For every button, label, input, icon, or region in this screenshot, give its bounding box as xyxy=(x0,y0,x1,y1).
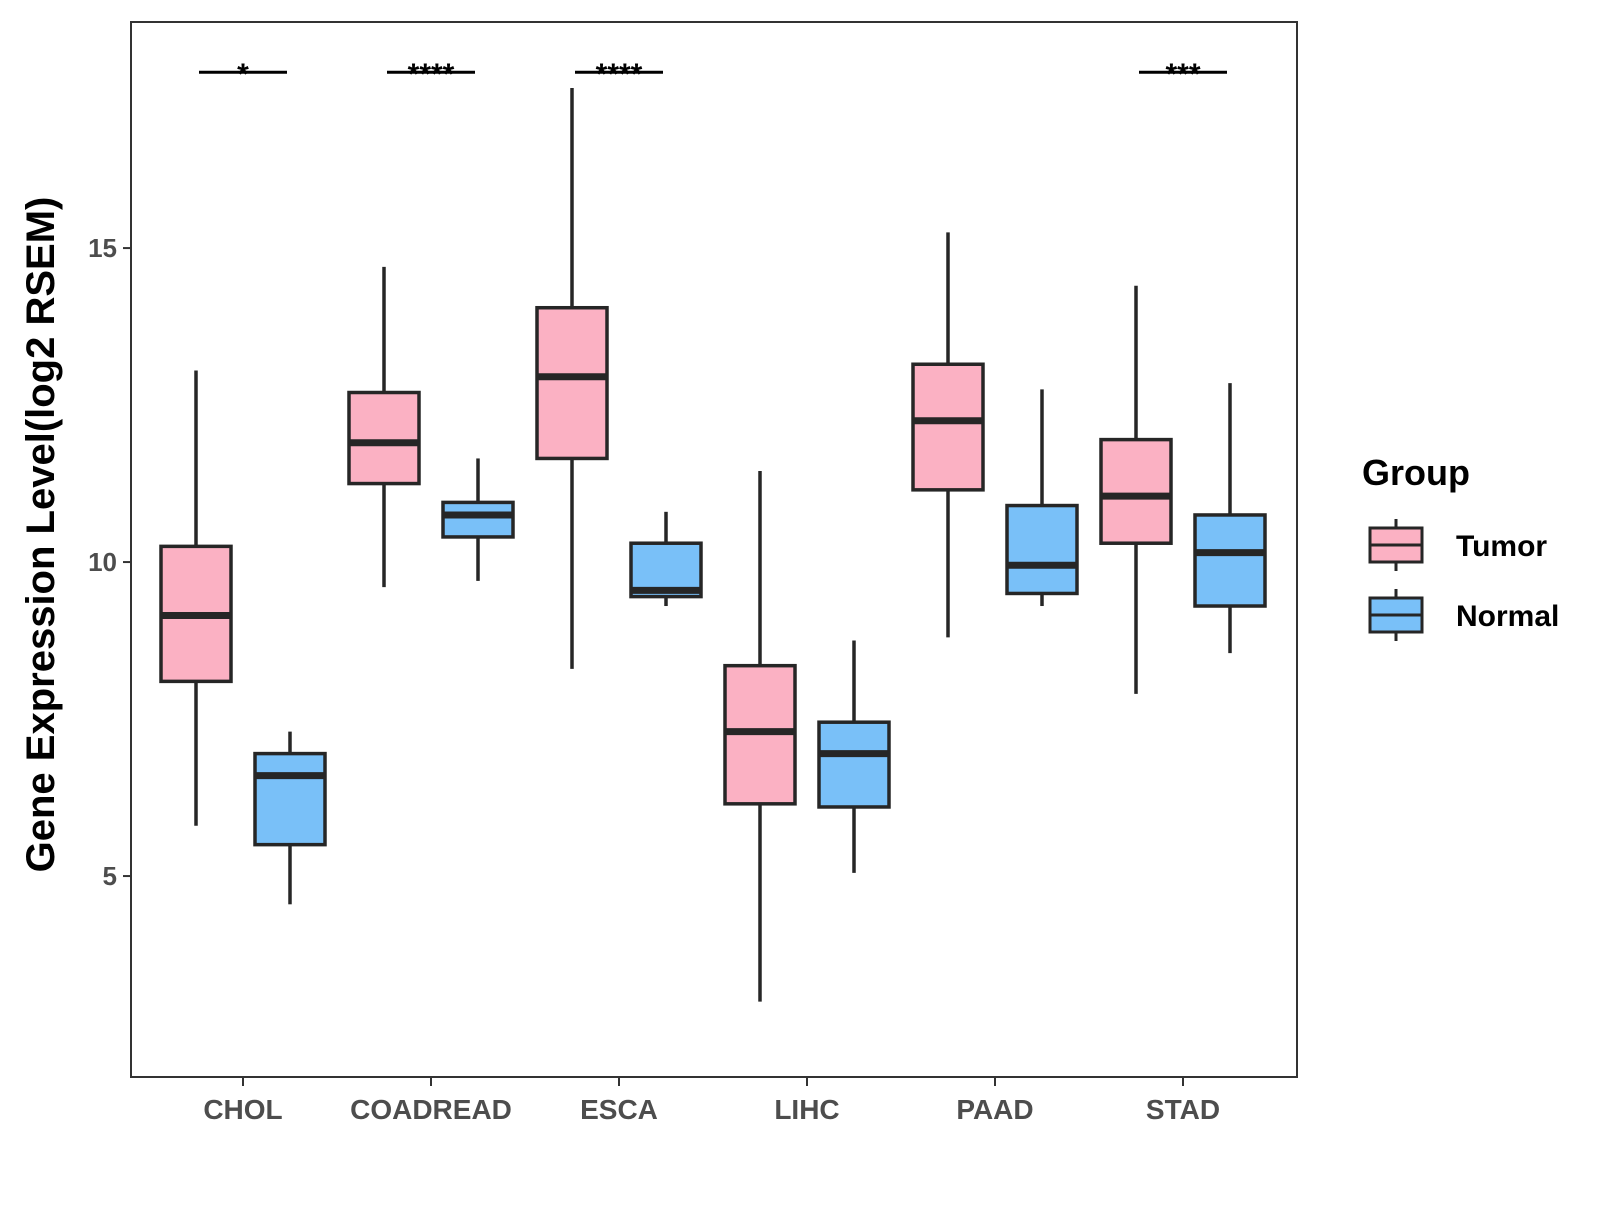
y-tick-label-15: 15 xyxy=(88,233,117,263)
box-esca-tumor-iqr xyxy=(535,305,609,461)
x-tick-label-paad: PAAD xyxy=(956,1094,1033,1125)
significance-annotations: * **** **** *** xyxy=(199,58,1227,91)
legend-label-normal: Normal xyxy=(1456,600,1559,633)
chart-marks xyxy=(159,87,1267,1002)
box-chol-normal-iqr xyxy=(253,751,327,847)
legend-label-tumor: Tumor xyxy=(1456,530,1547,563)
box-coadread-normal-iqr xyxy=(441,500,515,539)
sig-stad-label: *** xyxy=(1165,58,1200,91)
plot-panel xyxy=(130,21,1298,1078)
legend-title: Group xyxy=(1362,452,1470,493)
box-lihc-normal-iqr xyxy=(817,720,891,809)
box-coadread-tumor-iqr xyxy=(347,390,421,486)
box-paad-normal-iqr xyxy=(1005,503,1079,596)
y-tick-label-5: 5 xyxy=(103,861,117,891)
box-paad-tumor-iqr xyxy=(911,362,985,492)
box-stad-tumor-iqr xyxy=(1099,437,1173,545)
x-tick-label-lihc: LIHC xyxy=(774,1094,839,1125)
x-tick-label-esca: ESCA xyxy=(580,1094,658,1125)
sig-chol-label: * xyxy=(237,58,249,91)
x-tick-label-stad: STAD xyxy=(1146,1094,1220,1125)
y-tick-label-10: 10 xyxy=(88,547,117,577)
x-tick-label-chol: CHOL xyxy=(203,1094,282,1125)
box-stad-normal-iqr xyxy=(1193,513,1267,608)
y-axis-title: Gene Expression Level(log2 RSEM) xyxy=(19,197,63,873)
plot-area xyxy=(130,21,1298,1078)
axes: 5 10 15 Gene Expression Level(log2 RSEM) CHO… xyxy=(19,197,1220,1125)
sig-coadread-label: **** xyxy=(408,58,455,91)
x-tick-label-coadread: COADREAD xyxy=(350,1094,512,1125)
sig-esca-label: **** xyxy=(596,58,643,91)
legend: Group Tumor Normal xyxy=(1362,452,1559,641)
